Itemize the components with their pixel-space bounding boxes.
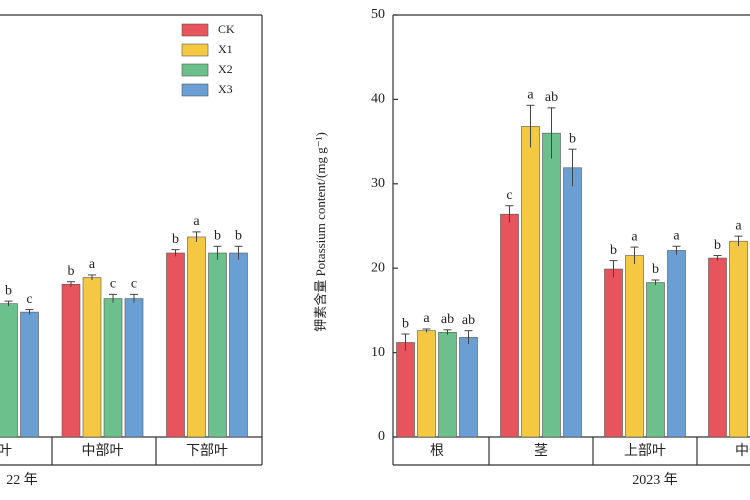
error-bar [234,245,243,260]
significance-letter: b [68,264,75,279]
bar [708,257,727,438]
significance-letter: a [89,257,96,272]
legend-swatch [181,23,209,37]
x-axis-label: 22 年 [6,472,38,488]
x-tick-label: 茎 [534,443,548,459]
error-bar [713,255,722,261]
error-bar [734,235,743,247]
bar [521,126,540,438]
error-bar [651,279,660,286]
legend-label: X1 [218,42,233,56]
significance-letter: b [5,283,12,298]
bar [729,240,748,438]
error-bar [401,333,410,351]
bar [563,167,582,438]
significance-letter: a [423,311,430,326]
bar [667,250,686,438]
significance-letter: ab [462,313,475,328]
error-bar [213,245,222,260]
significance-letter: b [652,262,659,277]
significance-letter: a [527,88,534,103]
bar [459,337,478,438]
significance-letter: c [506,188,512,203]
bar [396,342,415,438]
x-tick-label: 下部叶 [186,443,228,459]
significance-letter: a [673,228,680,243]
legend-swatch [181,43,209,57]
legend-label: CK [218,22,235,36]
error-bar [67,281,75,287]
x-tick-label: 中部叶 [82,443,124,459]
bar [187,236,206,438]
error-bar [4,300,13,307]
bar [625,255,644,438]
bar [229,252,248,438]
legend-label: X2 [218,62,233,76]
x-tick-label: 上部叶 [624,443,666,459]
x-tick-label: 根 [430,443,444,459]
legend-swatch [181,83,209,97]
bar [500,213,519,438]
error-bar [109,293,117,303]
y-tick-label: 0 [378,429,385,444]
bar [166,252,185,438]
y-tick-label: 40 [371,92,385,107]
significance-letter: ab [441,312,454,327]
significance-letter: b [235,228,242,243]
bar [20,311,39,438]
significance-letter: b [569,131,576,146]
x-tick-label: 中部 [735,443,750,459]
bar [438,332,457,438]
bar [208,252,227,438]
error-bar [547,107,556,159]
bar [417,330,436,438]
y-axis-label: 钾素含量 Potassium content/(mg g⁻¹) [313,132,328,332]
error-bar [568,148,577,187]
bar [646,282,665,438]
significance-letter: b [610,243,617,258]
error-bar [192,231,201,243]
significance-letter: b [214,228,221,243]
error-bar [25,309,34,315]
error-bar [609,260,618,278]
significance-letter: ab [545,90,558,105]
y-tick-label: 10 [371,345,385,360]
bar [0,303,18,438]
significance-letter: b [714,238,721,253]
significance-letter: c [26,292,32,307]
error-bar [505,205,514,223]
error-bar [464,330,473,345]
error-bar [130,293,138,303]
y-tick-label: 30 [371,176,385,191]
bar [61,283,81,438]
significance-letter: a [631,229,638,244]
legend-swatch [181,63,209,77]
significance-letter: b [172,232,179,247]
y-tick-label: 50 [371,7,385,22]
x-tick-label: 部叶 [0,443,12,459]
error-bar [443,329,452,335]
significance-letter: c [110,277,116,292]
error-bar [526,104,535,148]
y-tick-label: 20 [371,260,385,275]
bar [103,298,123,438]
error-bar [422,328,431,333]
error-bar [672,245,681,255]
x-axis-label: 2023 年 [632,472,678,488]
significance-letter: a [193,214,200,229]
significance-letter: a [735,218,742,233]
bar [604,268,623,438]
error-bar [171,249,180,257]
legend-label: X3 [218,82,233,96]
error-bar [88,274,96,281]
bar [542,132,561,438]
significance-letter: b [402,316,409,331]
error-bar [630,246,639,264]
significance-letter: c [131,277,137,292]
bar [124,298,144,438]
bar [82,277,102,438]
